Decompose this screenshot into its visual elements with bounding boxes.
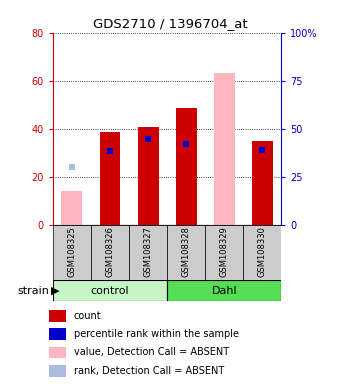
Bar xyxy=(61,191,83,225)
Text: GDS2710 / 1396704_at: GDS2710 / 1396704_at xyxy=(93,17,248,30)
Bar xyxy=(214,73,235,225)
Bar xyxy=(167,225,205,280)
Bar xyxy=(100,132,120,225)
Text: Dahl: Dahl xyxy=(211,286,237,296)
Text: percentile rank within the sample: percentile rank within the sample xyxy=(74,329,239,339)
Text: GSM108327: GSM108327 xyxy=(144,226,152,277)
Bar xyxy=(53,280,167,301)
Text: GSM108330: GSM108330 xyxy=(258,226,267,277)
Text: GSM108325: GSM108325 xyxy=(68,226,76,277)
Bar xyxy=(176,108,197,225)
Bar xyxy=(49,310,66,322)
Text: rank, Detection Call = ABSENT: rank, Detection Call = ABSENT xyxy=(74,366,224,376)
Bar xyxy=(243,225,281,280)
Text: value, Detection Call = ABSENT: value, Detection Call = ABSENT xyxy=(74,348,229,358)
Bar xyxy=(137,127,159,225)
Text: GSM108329: GSM108329 xyxy=(220,226,229,277)
Bar xyxy=(53,225,91,280)
Bar xyxy=(49,365,66,376)
Bar xyxy=(91,225,129,280)
Bar xyxy=(167,280,281,301)
Text: control: control xyxy=(91,286,129,296)
Text: count: count xyxy=(74,311,101,321)
Text: GSM108326: GSM108326 xyxy=(105,226,115,277)
Text: ▶: ▶ xyxy=(51,286,60,296)
Bar xyxy=(49,328,66,340)
Bar xyxy=(49,347,66,358)
Text: strain: strain xyxy=(18,286,49,296)
Bar xyxy=(252,141,273,225)
Bar xyxy=(129,225,167,280)
Bar xyxy=(205,225,243,280)
Text: GSM108328: GSM108328 xyxy=(182,226,191,277)
